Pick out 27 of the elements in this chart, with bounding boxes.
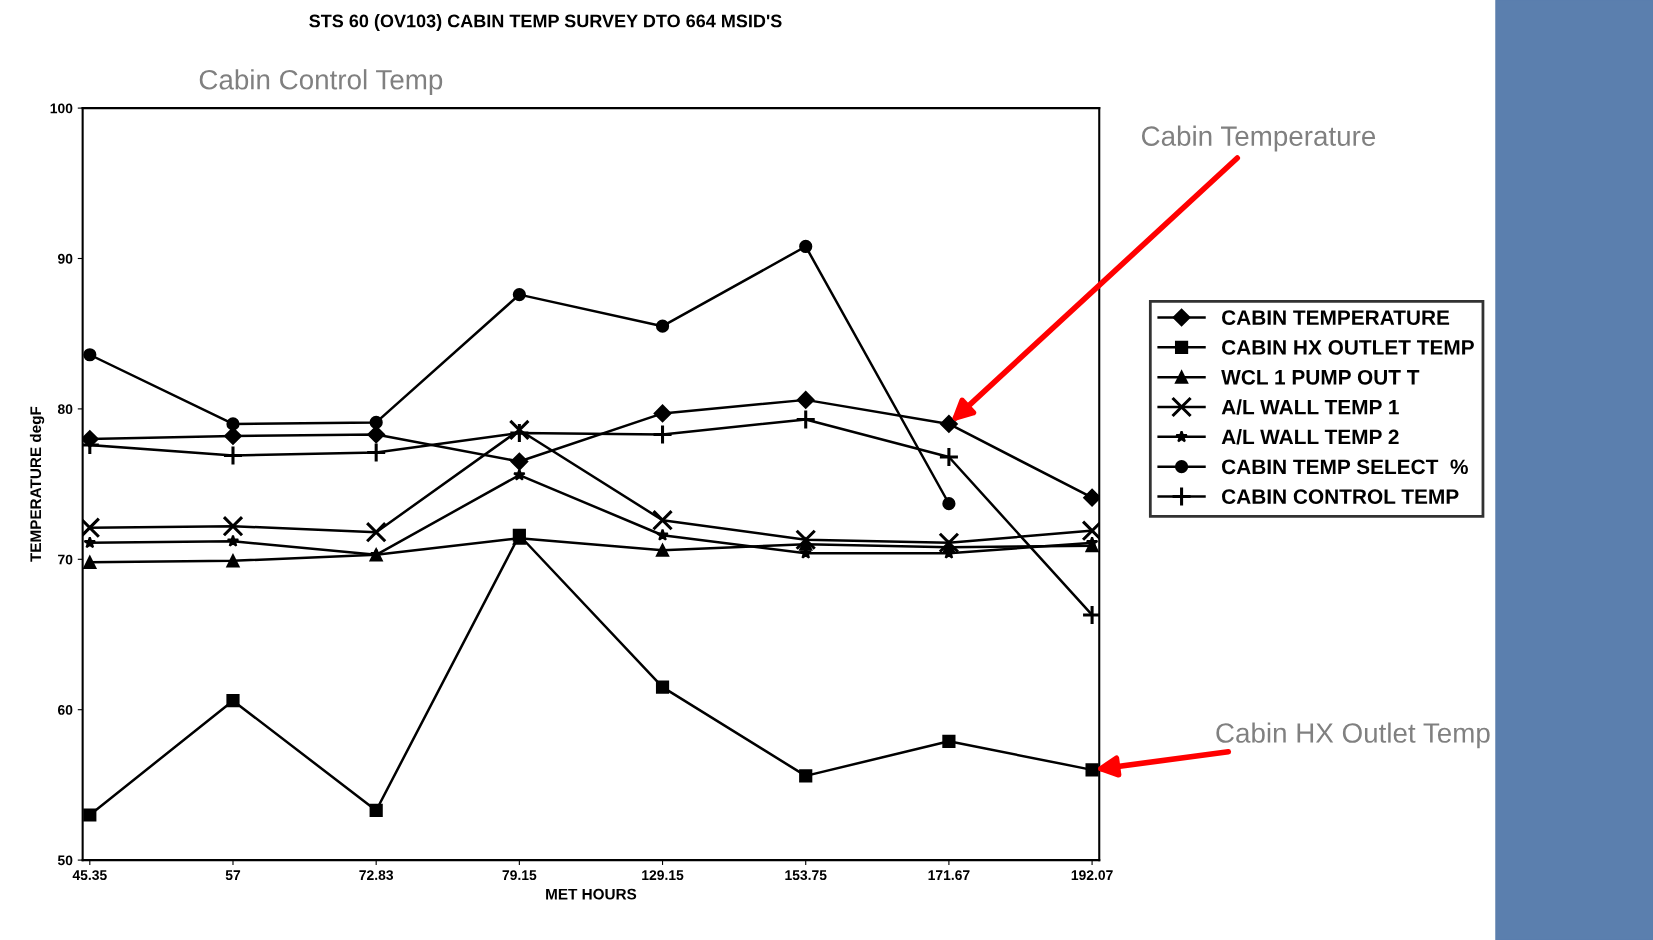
y-tick-label: 50 [57,855,73,866]
y-tick-label: 100 [50,103,73,114]
legend-label: WCL 1 PUMP OUT T [1221,369,1420,385]
legend-label: CABIN TEMPERATURE [1222,310,1450,325]
x-tick-label: 79.15 [502,870,537,881]
legend-label: A/L WALL TEMP 1 [1221,399,1399,415]
x-tick-label: 153.75 [785,870,827,881]
x-tick-label: 192.07 [1071,870,1113,881]
y-tick-label: 90 [57,253,73,264]
x-tick-label: 72.83 [359,870,394,881]
chart-title: STS 60 (OV103) CABIN TEMP SURVEY DTO 664 MSID'S [309,14,782,31]
legend-label: CABIN CONTROL TEMP [1222,489,1459,504]
y-tick-label: 70 [58,554,73,565]
legend-label: CABIN TEMP SELECT % [1222,459,1468,475]
annotation: Cabin HX Outlet Temp [1216,722,1490,749]
x-tick-label: 171.67 [928,870,970,881]
y-axis-title: TEMPERATURE degF [29,406,45,562]
x-tick-label: 129.15 [642,870,684,881]
x-axis-title: MET HOURS [546,888,637,900]
x-tick-label: 57 [225,870,241,881]
y-tick-label: 80 [57,404,73,415]
x-tick-label: 45.35 [72,870,107,881]
text: Cabin Control Temp [199,69,443,96]
y-tick-label: 60 [57,705,73,715]
legend-label: A/L WALL TEMP 2 [1221,429,1399,445]
legend-label: CABIN HX OUTLET TEMP [1222,340,1474,355]
annotation: Cabin Temperature [1141,125,1376,152]
